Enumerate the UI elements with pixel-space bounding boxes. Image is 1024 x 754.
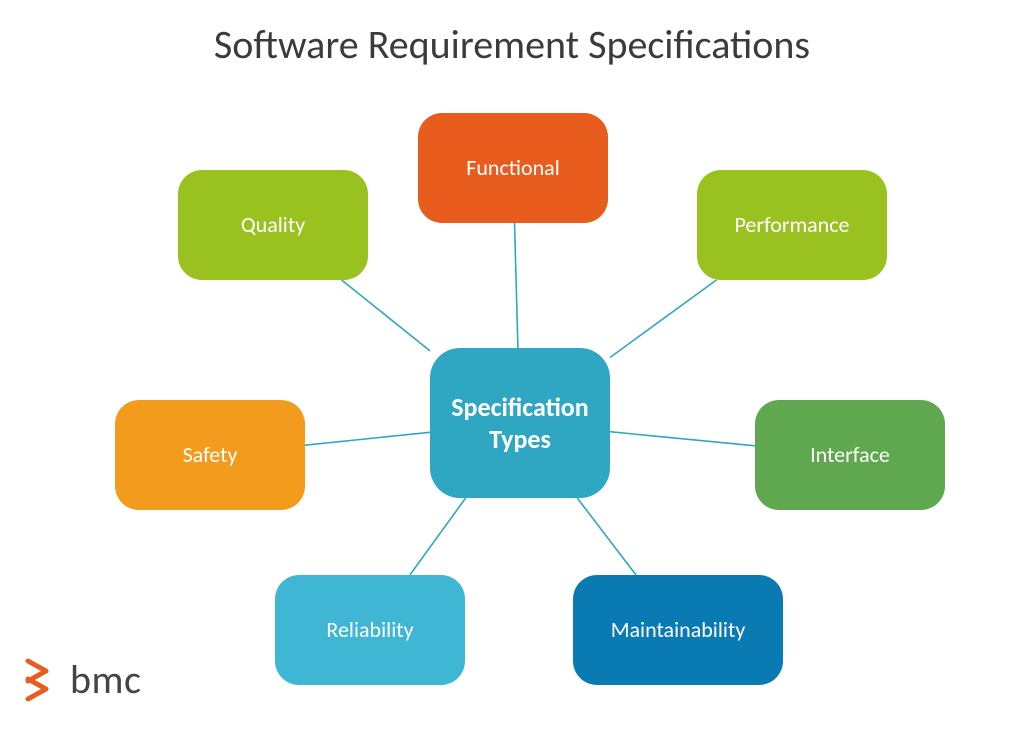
node-reliability: Reliability bbox=[275, 575, 465, 685]
bmc-logo: bmc bbox=[24, 655, 141, 704]
diagram-stage: Software Requirement Specifications Spec… bbox=[0, 0, 1024, 754]
bmc-logo-text: bmc bbox=[70, 655, 141, 704]
node-interface: Interface bbox=[755, 400, 945, 510]
node-safety: Safety bbox=[115, 400, 305, 510]
node-label: Functional bbox=[466, 154, 560, 182]
node-performance: Performance bbox=[697, 170, 887, 280]
node-label: Maintainability bbox=[611, 616, 746, 644]
node-label: Performance bbox=[735, 211, 850, 239]
node-label: Interface bbox=[810, 441, 890, 469]
node-functional: Functional bbox=[418, 113, 608, 223]
node-quality: Quality bbox=[178, 170, 368, 280]
bmc-chevron-icon bbox=[24, 658, 64, 702]
center-node: SpecificationTypes bbox=[430, 348, 610, 498]
center-node-label: SpecificationTypes bbox=[451, 391, 588, 456]
node-maintainability: Maintainability bbox=[573, 575, 783, 685]
node-label: Quality bbox=[241, 211, 305, 239]
node-label: Reliability bbox=[326, 616, 413, 644]
node-label: Safety bbox=[183, 441, 238, 469]
